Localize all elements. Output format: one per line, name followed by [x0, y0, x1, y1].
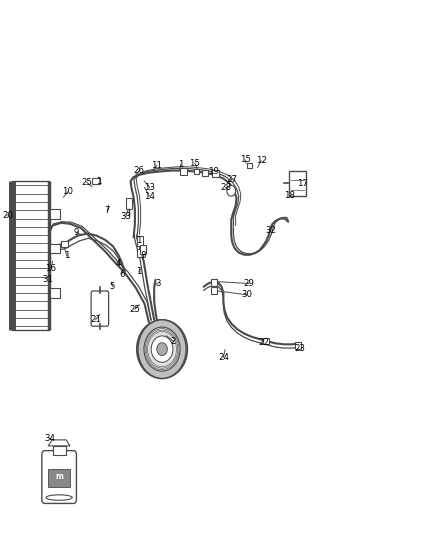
- Text: 6: 6: [119, 270, 124, 279]
- Text: 17: 17: [297, 180, 308, 188]
- Text: 24: 24: [218, 353, 229, 361]
- Text: 1: 1: [178, 160, 184, 168]
- FancyBboxPatch shape: [42, 451, 76, 503]
- Text: 33: 33: [120, 213, 131, 221]
- Bar: [212, 170, 219, 177]
- Bar: [289, 171, 306, 196]
- Text: 18: 18: [283, 191, 295, 200]
- Text: 22: 22: [258, 338, 270, 346]
- Text: 4: 4: [116, 260, 121, 268]
- Bar: [92, 178, 100, 184]
- Text: 10: 10: [62, 188, 74, 196]
- Text: 12: 12: [255, 157, 267, 165]
- Polygon shape: [48, 440, 70, 446]
- Text: m: m: [55, 472, 63, 481]
- Text: 21: 21: [90, 316, 101, 324]
- Bar: [61, 241, 68, 247]
- Text: 1: 1: [136, 268, 141, 276]
- Bar: [137, 249, 143, 257]
- Bar: [194, 169, 199, 174]
- Text: 1: 1: [136, 237, 141, 245]
- Text: 16: 16: [45, 264, 57, 272]
- Text: 5: 5: [110, 282, 115, 290]
- Text: 30: 30: [241, 290, 252, 299]
- Circle shape: [227, 185, 236, 196]
- Bar: [126, 198, 132, 209]
- Text: 23: 23: [294, 344, 306, 353]
- Text: 13: 13: [144, 183, 155, 192]
- Text: 1: 1: [64, 252, 70, 260]
- Bar: [247, 163, 252, 168]
- Text: 15: 15: [189, 159, 201, 167]
- Text: 3: 3: [155, 279, 160, 288]
- Text: 15: 15: [240, 156, 251, 164]
- Bar: [211, 279, 217, 286]
- Text: 25: 25: [129, 305, 141, 313]
- Bar: [48, 469, 70, 487]
- Text: 14: 14: [144, 192, 155, 200]
- Bar: [53, 447, 66, 455]
- Text: 31: 31: [42, 276, 54, 284]
- Bar: [211, 287, 217, 294]
- Text: 26: 26: [134, 166, 145, 175]
- Text: 28: 28: [220, 183, 231, 192]
- Text: 2: 2: [170, 337, 176, 345]
- Text: 11: 11: [151, 161, 162, 169]
- Circle shape: [144, 327, 180, 371]
- Text: 9: 9: [74, 229, 79, 237]
- Text: 25: 25: [81, 178, 92, 187]
- Circle shape: [157, 343, 167, 356]
- Text: 8: 8: [140, 252, 145, 260]
- Text: 20: 20: [2, 212, 13, 220]
- Bar: [180, 168, 187, 175]
- Circle shape: [151, 336, 173, 362]
- Bar: [137, 236, 143, 246]
- Text: 34: 34: [45, 434, 56, 442]
- Bar: [50, 209, 60, 219]
- Text: 29: 29: [244, 279, 254, 288]
- Bar: [295, 342, 301, 349]
- Ellipse shape: [46, 495, 72, 500]
- Bar: [12, 181, 49, 330]
- Text: 1: 1: [96, 177, 102, 185]
- Ellipse shape: [137, 320, 187, 378]
- Circle shape: [138, 320, 186, 378]
- Bar: [202, 170, 208, 176]
- Bar: [140, 245, 146, 254]
- Text: 19: 19: [208, 167, 219, 176]
- Bar: [50, 288, 60, 298]
- Text: 32: 32: [265, 226, 276, 235]
- Bar: [50, 244, 60, 253]
- FancyBboxPatch shape: [91, 291, 109, 326]
- Text: 7: 7: [105, 206, 110, 215]
- Bar: [263, 338, 269, 344]
- Text: 27: 27: [226, 175, 238, 183]
